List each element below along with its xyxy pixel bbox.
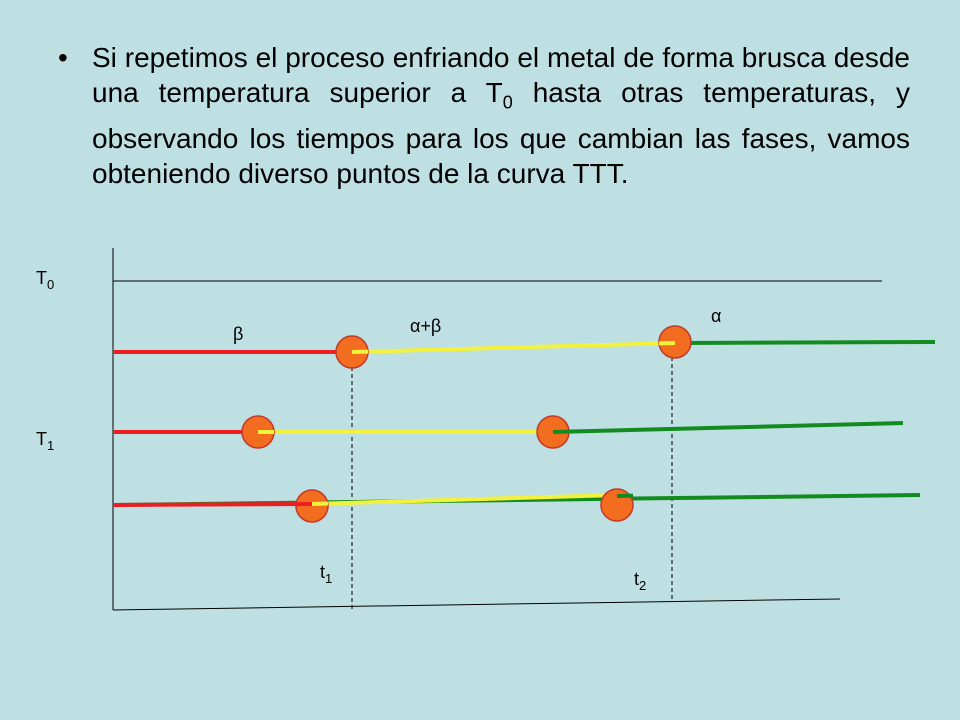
bullet-dot: • xyxy=(58,42,68,73)
curve3-yellow-over-start xyxy=(311,501,329,506)
bullet-paragraph: • Si repetimos el proceso enfriando el m… xyxy=(58,40,910,191)
marker-curve3-end xyxy=(600,488,634,522)
label-alpha-beta: α+β xyxy=(410,316,441,336)
bullet-text-subscript: 0 xyxy=(502,92,513,113)
label-t1-temperature: T1 xyxy=(36,429,54,453)
bullet-text-part1: Si repetimos el proceso enfriando el met… xyxy=(92,42,910,108)
curve3-beta-segment xyxy=(112,502,313,507)
x-axis xyxy=(112,598,841,611)
bullet-text-part2: hasta otras temperaturas, y observando l… xyxy=(92,77,910,189)
curve1-alpha-beta-segment xyxy=(351,341,678,354)
label-t1-time: t1 xyxy=(320,562,332,586)
curve3-alpha-beta-segment xyxy=(311,493,618,506)
label-t0: T0 xyxy=(36,268,54,292)
curve2-alpha-segment xyxy=(552,421,904,434)
label-t2-time: t2 xyxy=(634,569,646,593)
label-alpha: α xyxy=(711,306,721,326)
label-beta: β xyxy=(233,324,243,344)
bullet-text: Si repetimos el proceso enfriando el met… xyxy=(92,40,910,191)
curve1-alpha-segment xyxy=(676,340,936,345)
